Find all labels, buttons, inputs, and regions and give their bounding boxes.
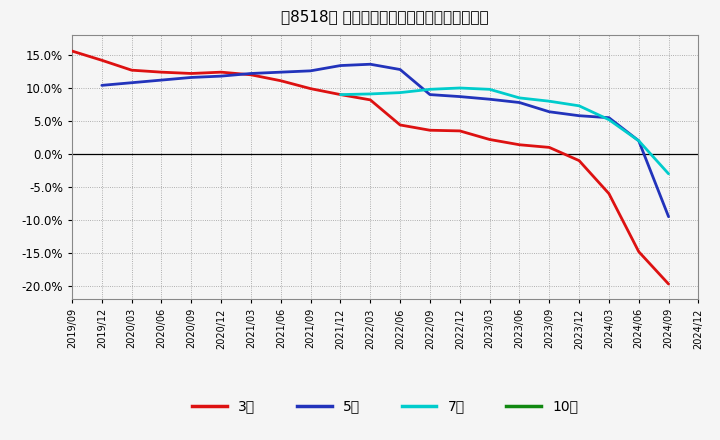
Legend: 3年, 5年, 7年, 10年: 3年, 5年, 7年, 10年: [186, 394, 584, 419]
Title: ［8518］ 当期純利益マージンの平均値の推移: ［8518］ 当期純利益マージンの平均値の推移: [282, 9, 489, 24]
